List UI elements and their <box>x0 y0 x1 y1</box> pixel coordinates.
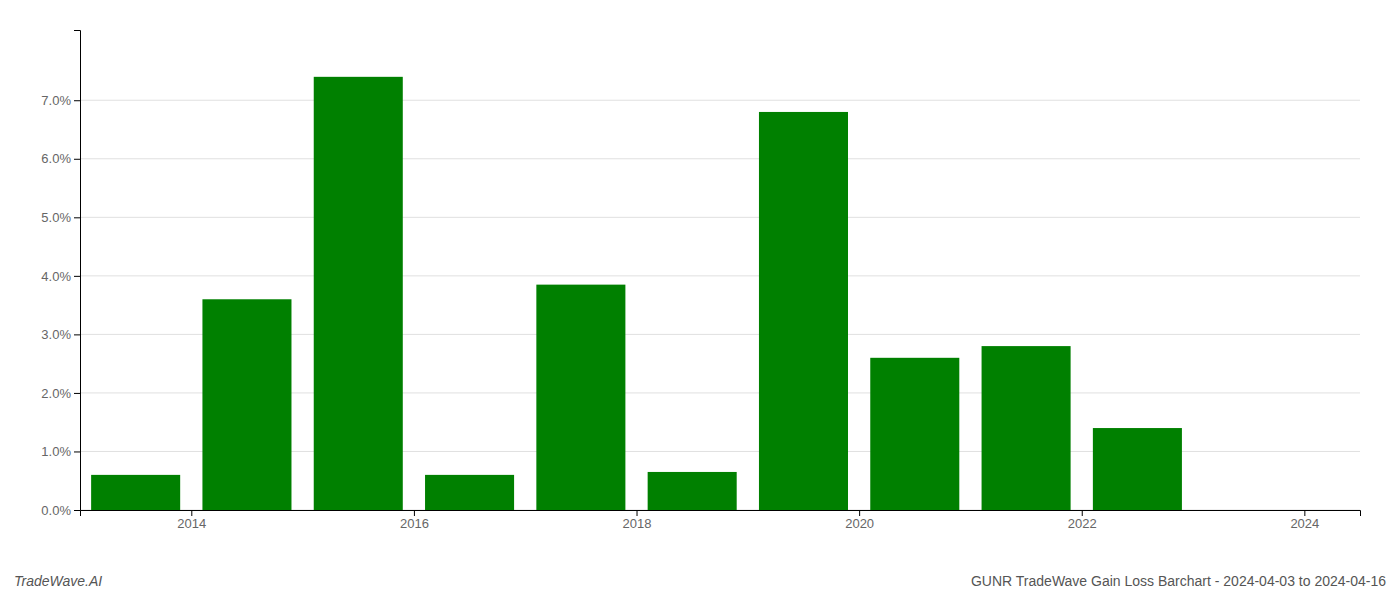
y-tick-mark <box>74 393 80 394</box>
x-tick-mark <box>859 510 860 516</box>
y-tick: 4.0% <box>41 269 80 284</box>
x-tick-mark <box>414 510 415 516</box>
x-tick: 2022 <box>1068 510 1097 531</box>
y-tick-label: 5.0% <box>41 210 71 225</box>
bar <box>870 358 959 510</box>
y-tick: 5.0% <box>41 210 80 225</box>
x-tick-label: 2024 <box>1290 516 1319 531</box>
y-tick-label: 2.0% <box>41 386 71 401</box>
watermark: TradeWave.AI <box>14 573 102 589</box>
x-tick-label: 2018 <box>623 516 652 531</box>
x-tick-mark <box>1304 510 1305 516</box>
bar <box>202 299 291 510</box>
y-tick-mark <box>74 159 80 160</box>
x-tick-mark <box>637 510 638 516</box>
bar <box>982 346 1071 510</box>
grid-line <box>80 158 1360 159</box>
x-tick: 2014 <box>177 510 206 531</box>
bar <box>648 472 737 510</box>
y-tick-mark <box>74 510 80 511</box>
y-tick-mark <box>74 451 80 452</box>
bar <box>425 475 514 510</box>
y-tick: 6.0% <box>41 151 80 166</box>
y-tick-label: 7.0% <box>41 93 71 108</box>
y-tick-label: 0.0% <box>41 503 71 518</box>
title: GUNR TradeWave Gain Loss Barchart - 2024… <box>971 573 1386 589</box>
grid-line <box>80 275 1360 276</box>
bar <box>91 475 180 510</box>
x-tick-label: 2014 <box>177 516 206 531</box>
x-tick: 2016 <box>400 510 429 531</box>
x-tick-label: 2016 <box>400 516 429 531</box>
x-tick-label: 2022 <box>1068 516 1097 531</box>
x-tick: 2020 <box>845 510 874 531</box>
y-tick: 2.0% <box>41 386 80 401</box>
x-axis: 2014 2016 2018 2020 2022 2024 <box>81 510 1361 531</box>
grid-line <box>80 217 1360 218</box>
bar <box>314 77 403 510</box>
y-tick-mark <box>74 334 80 335</box>
chart: 2014 2016 2018 2020 2022 2024 0.0% 1.0% 2.0% 3.0%… <box>0 0 1400 600</box>
y-axis-line <box>74 31 81 511</box>
x-tick-mark <box>1082 510 1083 516</box>
y-tick-label: 4.0% <box>41 269 71 284</box>
y-tick: 0.0% <box>41 503 80 518</box>
y-tick-mark <box>74 100 80 101</box>
x-tick: 2024 <box>1290 510 1319 531</box>
bar <box>1093 428 1182 510</box>
y-axis: 0.0% 1.0% 2.0% 3.0% 4.0% 5.0% 6.0% 7.0% <box>41 31 80 518</box>
y-tick-label: 6.0% <box>41 151 71 166</box>
y-tick: 7.0% <box>41 93 80 108</box>
y-tick: 1.0% <box>41 444 80 459</box>
x-axis-line <box>81 511 1361 517</box>
x-tick-mark <box>191 510 192 516</box>
bars <box>91 77 1182 510</box>
grid <box>80 100 1360 510</box>
y-tick-label: 3.0% <box>41 327 71 342</box>
y-tick-mark <box>74 217 80 218</box>
y-tick-label: 1.0% <box>41 444 71 459</box>
x-tick: 2018 <box>623 510 652 531</box>
bar <box>536 285 625 510</box>
y-tick: 3.0% <box>41 327 80 342</box>
y-tick-mark <box>74 276 80 277</box>
plot-area: 2014 2016 2018 2020 2022 2024 0.0% 1.0% 2.0% 3.0%… <box>41 31 1360 532</box>
grid-line <box>80 100 1360 101</box>
x-tick-label: 2020 <box>845 516 874 531</box>
bar <box>759 112 848 510</box>
